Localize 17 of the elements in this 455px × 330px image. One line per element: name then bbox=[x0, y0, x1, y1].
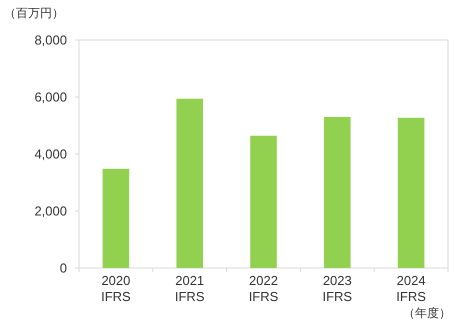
y-axis-title: （百万円） bbox=[4, 6, 64, 20]
bar bbox=[102, 168, 130, 268]
x-tick-label: 2021 IFRS bbox=[174, 273, 205, 304]
y-tick-label: 4,000 bbox=[34, 146, 67, 162]
y-tick-label: 2,000 bbox=[34, 204, 67, 218]
y-tick-label: 8,000 bbox=[34, 32, 67, 48]
x-tick-label: 2022 IFRS bbox=[248, 273, 279, 304]
y-tick-label: 0 bbox=[60, 260, 67, 276]
bar bbox=[250, 136, 277, 268]
bar bbox=[324, 116, 351, 268]
x-tick-label: 2020 IFRS bbox=[101, 273, 132, 304]
x-axis-title: （年度） bbox=[403, 306, 451, 320]
bar bbox=[398, 118, 424, 268]
x-tick-label: 2024 IFRS bbox=[396, 273, 426, 304]
y-tick-label: 6,000 bbox=[34, 90, 67, 104]
bar bbox=[176, 98, 203, 268]
x-tick-label: 2023 IFRS bbox=[322, 273, 352, 304]
